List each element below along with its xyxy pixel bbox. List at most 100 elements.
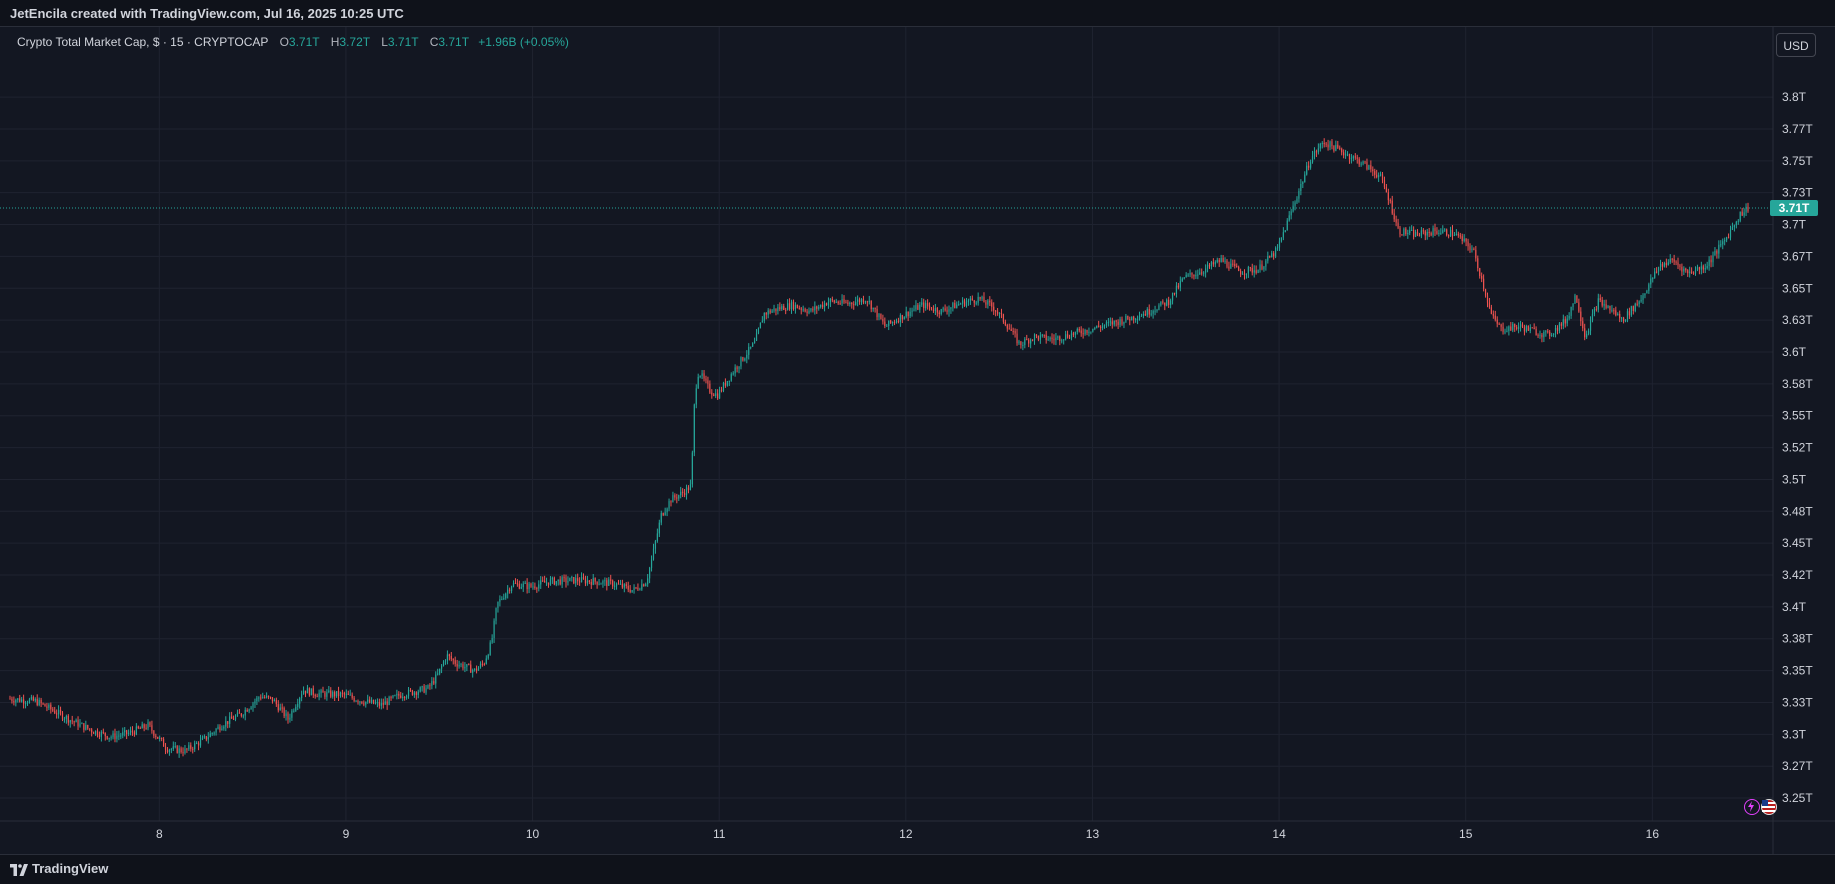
candle-body xyxy=(732,373,734,375)
candle-body xyxy=(936,307,938,313)
candle-body xyxy=(551,577,553,580)
candle-body xyxy=(260,697,262,699)
chart-area[interactable]: 3.8T 3.77T 3.75T 3.73T 3.7T 3.67T 3.65T 3.63T 3.… xyxy=(0,27,1835,854)
candle-body xyxy=(1619,313,1621,319)
lightning-icon[interactable] xyxy=(1744,799,1760,815)
candle-body xyxy=(201,737,204,740)
candle-body xyxy=(1710,259,1712,263)
candle-body xyxy=(13,700,15,703)
candle-body xyxy=(709,383,711,393)
candle-body xyxy=(1591,313,1594,321)
candle-body xyxy=(38,699,40,706)
candle-body xyxy=(359,701,361,703)
candle-body xyxy=(9,698,11,700)
candle-body xyxy=(1624,319,1627,322)
candle-body xyxy=(219,726,221,731)
candle-body xyxy=(306,688,309,694)
us-flag-icon[interactable] xyxy=(1761,799,1777,815)
candle-body xyxy=(695,388,697,405)
price-tick-label: 3.77T xyxy=(1782,122,1813,136)
candle-body xyxy=(487,654,489,659)
price-tick-label: 3.48T xyxy=(1782,504,1813,518)
candle-body xyxy=(1488,302,1491,308)
candle-body xyxy=(1657,267,1660,272)
candle-body xyxy=(1175,285,1178,295)
candle-body xyxy=(326,692,328,697)
candle-body xyxy=(1519,324,1522,327)
candle-body xyxy=(1302,182,1304,185)
candle-body xyxy=(919,304,921,310)
candle-body xyxy=(1117,321,1119,325)
candle-body xyxy=(942,308,944,310)
candle-body xyxy=(1405,228,1407,235)
candle-body xyxy=(1072,333,1075,335)
candle-body xyxy=(683,492,686,496)
candle-body xyxy=(48,704,50,708)
candle-body xyxy=(1004,321,1006,326)
candle-body xyxy=(668,501,670,509)
candle-body xyxy=(1119,319,1121,325)
candle-body xyxy=(503,598,505,600)
candle-body xyxy=(1043,334,1045,336)
candle-body xyxy=(627,585,629,590)
candle-body xyxy=(1525,326,1527,332)
candle-body xyxy=(586,580,588,584)
price-tick-label: 3.7T xyxy=(1782,218,1807,232)
time-axis[interactable]: 8 9 10 11 12 13 14 15 16 xyxy=(156,827,1659,841)
candle-body xyxy=(1094,327,1096,329)
brand-name[interactable]: TradingView xyxy=(32,861,109,876)
candle-body xyxy=(1232,263,1234,265)
candle-body xyxy=(475,668,478,671)
candle-body xyxy=(450,656,452,660)
candle-body xyxy=(114,733,116,739)
candle-body xyxy=(81,723,83,725)
candle-body xyxy=(1621,317,1623,319)
candle-body xyxy=(617,583,620,585)
candle-body xyxy=(404,697,406,699)
candle-body xyxy=(1222,258,1224,262)
candle-body xyxy=(911,310,913,312)
candle-body xyxy=(211,733,213,735)
candle-body xyxy=(998,312,1001,314)
candle-body xyxy=(1135,319,1137,321)
candle-body xyxy=(1284,230,1286,233)
candle-body xyxy=(1714,250,1716,256)
price-axis[interactable]: 3.8T 3.77T 3.75T 3.73T 3.7T 3.67T 3.65T 3.63T 3.… xyxy=(1782,90,1813,805)
last-price-label: 3.71T xyxy=(1770,199,1818,216)
candle-body xyxy=(339,692,342,696)
candle-body xyxy=(938,312,940,315)
candle-body xyxy=(301,694,303,699)
candle-body xyxy=(526,582,528,590)
candle-body xyxy=(178,748,180,753)
candle-body xyxy=(880,313,882,319)
candlestick-chart[interactable]: 3.8T 3.77T 3.75T 3.73T 3.7T 3.67T 3.65T 3.63T 3.… xyxy=(0,27,1835,854)
candle-body xyxy=(297,703,299,707)
candle-body xyxy=(336,691,338,697)
candle-body xyxy=(656,533,658,542)
tradingview-logo-icon[interactable] xyxy=(10,864,28,876)
candle-body xyxy=(1556,327,1559,331)
price-tick-label: 3.27T xyxy=(1782,759,1813,773)
candle-body xyxy=(1236,266,1238,268)
candle-body xyxy=(131,730,134,733)
time-tick-label: 11 xyxy=(713,827,726,841)
candle-body xyxy=(625,584,627,586)
candle-body xyxy=(1276,247,1279,249)
candle-body xyxy=(1731,227,1734,230)
candle-body xyxy=(1205,268,1207,273)
candle-body xyxy=(1595,308,1597,310)
candle-body xyxy=(232,718,235,720)
candle-body xyxy=(763,312,765,321)
candle-body xyxy=(705,378,707,381)
currency-button[interactable]: USD xyxy=(1776,33,1816,57)
candles xyxy=(9,138,1749,758)
candle-body xyxy=(728,380,730,382)
candle-body xyxy=(1152,310,1154,314)
candle-body xyxy=(580,577,583,583)
candle-body xyxy=(676,497,678,499)
candle-body xyxy=(757,328,760,334)
candle-body xyxy=(431,681,433,686)
candle-body xyxy=(386,701,388,705)
candle-body xyxy=(847,302,849,305)
candle-body xyxy=(279,707,281,711)
